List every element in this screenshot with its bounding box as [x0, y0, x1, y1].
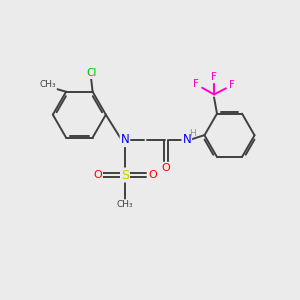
- Text: CH₃: CH₃: [40, 80, 56, 89]
- Text: F: F: [211, 72, 217, 82]
- Text: N: N: [182, 133, 191, 146]
- Text: O: O: [162, 163, 171, 173]
- Text: CH₃: CH₃: [117, 200, 133, 209]
- Text: F: F: [193, 79, 199, 89]
- Text: O: O: [148, 170, 157, 180]
- Text: Cl: Cl: [86, 68, 96, 78]
- Text: S: S: [121, 169, 129, 182]
- Text: H: H: [189, 129, 196, 138]
- Text: N: N: [121, 133, 129, 146]
- Text: O: O: [93, 170, 102, 180]
- Text: F: F: [230, 80, 235, 90]
